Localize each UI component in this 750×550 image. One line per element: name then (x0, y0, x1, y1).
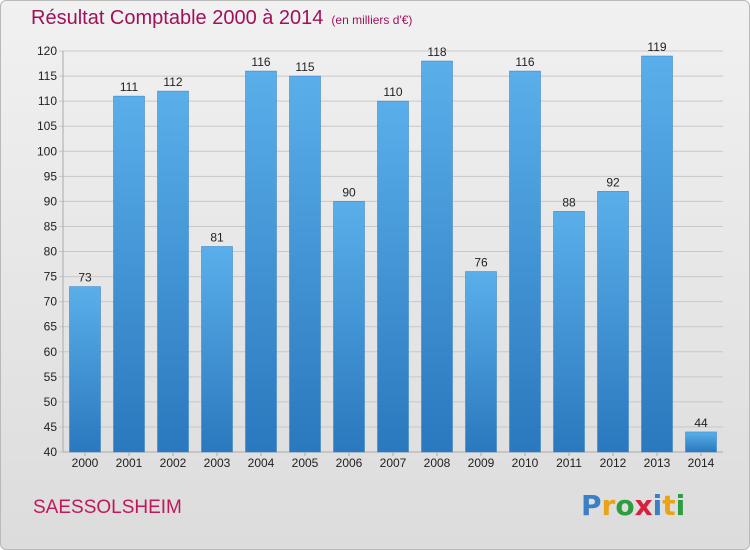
value-label: 73 (78, 271, 92, 285)
commune-name: SAESSOLSHEIM (33, 497, 182, 518)
value-label: 111 (120, 80, 139, 94)
x-tick-label: 2004 (248, 456, 275, 470)
y-tick-label: 40 (44, 445, 58, 459)
bar-2003 (201, 246, 233, 453)
logo-letter: t (662, 489, 676, 522)
bar-2014 (685, 431, 717, 453)
y-tick-label: 80 (44, 245, 58, 259)
value-label: 119 (647, 40, 666, 54)
value-labels: 73 111 112 81 116 115 90 110 118 76 116 88 92 119 44 (78, 40, 708, 430)
y-tick-label: 75 (44, 270, 58, 284)
chart-title: Résultat Comptable 2000 à 2014 (en millie… (31, 7, 412, 30)
bars (69, 55, 717, 453)
x-tick-label: 2007 (380, 456, 407, 470)
value-label: 90 (342, 185, 356, 199)
logo-letter: P (581, 489, 602, 522)
y-tick-label: 100 (37, 144, 57, 158)
logo-letter: i (675, 489, 686, 522)
y-tick-label: 95 (44, 169, 58, 183)
value-label: 88 (562, 195, 576, 209)
x-axis-ticks: 2000 2001 2002 2003 2004 2005 2006 2007 2008 2009… (72, 452, 715, 470)
x-tick-label: 2011 (556, 456, 582, 470)
bar-2002 (157, 90, 189, 453)
y-tick-label: 120 (37, 44, 57, 58)
bar-2004 (245, 70, 277, 453)
value-label: 118 (427, 45, 446, 59)
chart-title-text: Résultat Comptable 2000 à 2014 (31, 7, 324, 29)
proxiti-logo: Proxiti (581, 489, 685, 522)
bar-2000 (69, 286, 101, 453)
x-tick-label: 2009 (468, 456, 495, 470)
value-label: 115 (295, 60, 314, 74)
value-label: 76 (474, 256, 488, 270)
value-label: 81 (210, 230, 224, 244)
x-tick-label: 2005 (292, 456, 319, 470)
y-tick-label: 90 (44, 194, 58, 208)
x-tick-label: 2008 (424, 456, 451, 470)
value-label: 116 (515, 55, 534, 69)
x-tick-label: 2002 (160, 456, 187, 470)
value-label: 92 (606, 175, 620, 189)
value-label: 44 (694, 416, 708, 430)
bar-2013 (641, 55, 673, 453)
x-tick-label: 2000 (72, 456, 99, 470)
bar-2009 (465, 271, 497, 453)
bar-2011 (553, 211, 585, 453)
y-tick-label: 65 (44, 320, 58, 334)
y-tick-label: 110 (38, 94, 57, 108)
y-tick-label: 85 (44, 219, 58, 233)
bar-2010 (509, 70, 541, 453)
bar-2012 (597, 191, 629, 453)
x-tick-label: 2003 (204, 456, 231, 470)
y-axis-ticks: 40 45 50 55 60 65 70 75 80 85 90 95 100 105 110 115 120 (37, 44, 57, 459)
y-tick-label: 105 (37, 119, 57, 133)
y-tick-label: 50 (44, 395, 58, 409)
logo-letter: i (652, 489, 663, 522)
bar-2006 (333, 201, 365, 453)
chart-subtitle: (en milliers d'€) (331, 13, 413, 27)
y-tick-label: 70 (44, 295, 58, 309)
value-label: 116 (251, 55, 270, 69)
bar-2008 (421, 60, 453, 453)
x-tick-label: 2006 (336, 456, 363, 470)
bar-2001 (113, 95, 145, 453)
y-tick-label: 55 (44, 370, 58, 384)
logo-letter: o (615, 489, 635, 522)
x-tick-label: 2010 (512, 456, 539, 470)
x-tick-label: 2012 (600, 456, 627, 470)
bar-2005 (289, 75, 321, 453)
y-tick-label: 60 (44, 345, 58, 359)
value-label: 112 (163, 75, 182, 89)
x-tick-label: 2013 (644, 456, 671, 470)
y-tick-label: 45 (44, 420, 58, 434)
logo-letter: r (601, 489, 616, 522)
x-tick-label: 2014 (688, 456, 715, 470)
y-tick-label: 115 (38, 69, 57, 83)
value-label: 110 (383, 85, 402, 99)
bar-2007 (377, 100, 409, 453)
logo-letter: x (634, 489, 653, 522)
x-tick-label: 2001 (116, 456, 143, 470)
